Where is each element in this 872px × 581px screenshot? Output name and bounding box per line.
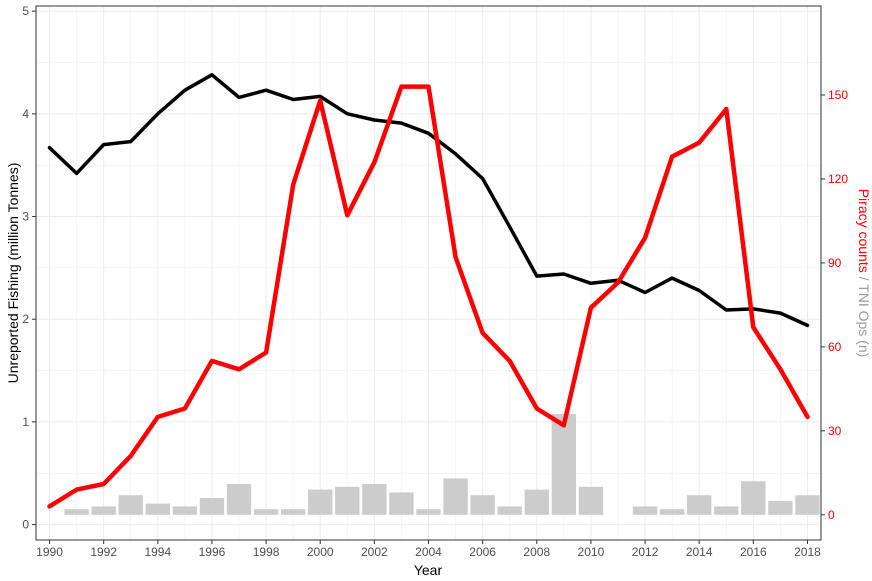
tni-bar: [362, 484, 387, 515]
x-tick-label: 2008: [523, 545, 550, 559]
tni-bar: [768, 500, 793, 515]
y-left-tick-label: 5: [22, 4, 29, 18]
x-tick-label: 2006: [469, 545, 496, 559]
series-lines: [47, 73, 810, 509]
tni-bar: [64, 509, 89, 515]
tni-bar: [795, 495, 820, 515]
tni-bar: [253, 509, 279, 515]
y-right-tick-label: 90: [828, 256, 842, 270]
x-tick-label: 2004: [415, 545, 442, 559]
y-right-tick-label: 60: [828, 340, 842, 354]
unreported-fishing-line: [47, 73, 810, 328]
y-right-tick-label: 30: [828, 424, 842, 438]
tni-bar: [389, 492, 414, 515]
x-tick-label: 2000: [307, 545, 334, 559]
tni-bar: [687, 495, 712, 515]
tni-bar: [118, 495, 143, 515]
tni-bar: [524, 489, 549, 515]
tni-bar: [741, 481, 766, 515]
tni-bar: [280, 509, 306, 515]
y-right-axis-title-separator: /: [856, 273, 872, 284]
y-left-tick-label: 3: [22, 210, 29, 224]
tni-bar: [335, 486, 360, 515]
y-right-tick-label: 0: [828, 508, 835, 522]
tni-bar: [308, 489, 333, 515]
x-tick-label: 1996: [199, 545, 226, 559]
tni-bar: [714, 506, 739, 515]
y-right-tick-label: 150: [828, 88, 848, 102]
y-right-axis-title-piracy: Piracy counts: [856, 189, 872, 273]
y-left-tick-label: 0: [22, 518, 29, 532]
y-left-axis: 0 1 2 3 4 5: [22, 4, 36, 532]
x-axis-title: Year: [414, 562, 443, 578]
x-tick-label: 2014: [686, 545, 713, 559]
x-tick-label: 2012: [632, 545, 659, 559]
x-tick-label: 2016: [740, 545, 767, 559]
tni-bar: [632, 506, 658, 515]
tni-bars: [64, 414, 820, 515]
tni-bar: [226, 484, 252, 515]
tni-bar: [443, 478, 468, 515]
x-tick-label: 1998: [253, 545, 280, 559]
x-tick-label: 2018: [794, 545, 821, 559]
x-tick-label: 1992: [90, 545, 117, 559]
x-tick-label: 1994: [144, 545, 171, 559]
tni-bar: [145, 503, 170, 515]
y-left-tick-label: 2: [22, 312, 29, 326]
y-left-axis-title: Unreported Fishing (million Tonnes): [5, 163, 21, 384]
tni-bar: [199, 498, 225, 515]
y-left-tick-label: 4: [22, 107, 29, 121]
tni-bar: [470, 495, 495, 515]
x-tick-label: 2002: [361, 545, 388, 559]
tni-bar: [551, 414, 577, 515]
x-tick-label: 1990: [36, 545, 63, 559]
x-tick-label: 2010: [578, 545, 605, 559]
tni-bar: [91, 506, 116, 515]
y-right-tick-label: 120: [828, 172, 848, 186]
tni-bar: [497, 506, 522, 515]
tni-bar: [659, 509, 685, 515]
tni-bar: [578, 486, 604, 515]
piracy-line: [47, 84, 810, 509]
y-left-tick-label: 1: [22, 415, 29, 429]
x-axis: 1990 1992 1994 1996 1998 2000 2002 2004 2006 2008…: [36, 540, 821, 559]
y-right-axis-title-tni: TNI Ops (n): [856, 284, 872, 357]
tni-bar: [416, 509, 441, 515]
y-right-axis-title: Piracy counts / TNI Ops (n): [856, 189, 872, 358]
y-right-axis: 0 30 60 90 120 150: [821, 88, 848, 522]
tni-bar: [172, 506, 198, 515]
